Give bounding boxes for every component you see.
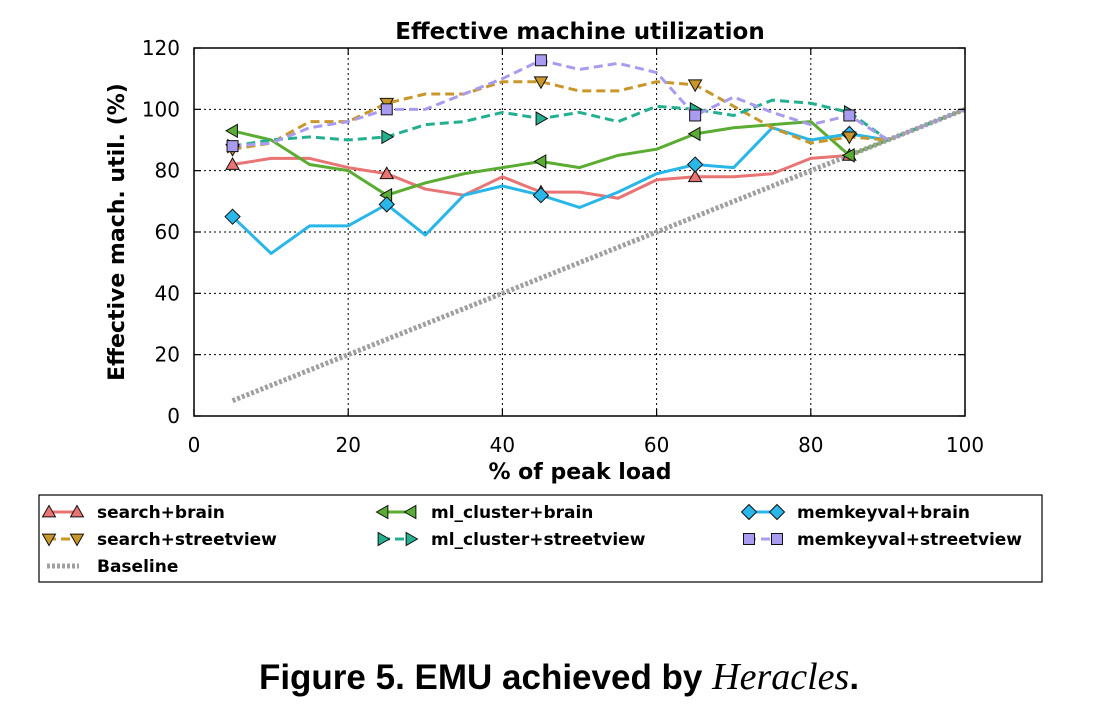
data-point-marker — [533, 76, 549, 90]
emu-line-chart: Effective machine utilization 0 20 40 60 80 1… — [38, 19, 1043, 583]
data-point-marker — [843, 109, 856, 122]
data-point-marker — [686, 156, 704, 173]
x-tick-label: 20 — [335, 433, 360, 457]
y-axis-title: Effective mach. util. (%) — [105, 83, 130, 381]
y-tick-label: 20 — [155, 343, 180, 367]
data-point-marker — [532, 186, 550, 204]
legend-marker — [375, 504, 389, 520]
caption-emphasis: Heracles — [712, 656, 850, 698]
legend-marker — [377, 531, 391, 547]
x-tick-label: 40 — [490, 433, 515, 457]
data-point-marker — [687, 126, 701, 142]
legend-marker — [771, 533, 783, 545]
legend-box — [38, 494, 1043, 583]
legend-item: ml_cluster+brain — [375, 503, 593, 523]
x-tick-label: 100 — [946, 433, 984, 457]
series-line-ml-cluster-streetview — [232, 98, 966, 148]
legend-item: search+streetview — [41, 530, 277, 550]
y-tick-label: 100 — [142, 97, 180, 121]
y-tick-label: 0 — [167, 404, 180, 428]
x-axis-title: % of peak load — [488, 460, 671, 485]
y-tick-label: 60 — [155, 220, 180, 244]
data-point-marker — [380, 103, 393, 116]
data-point-marker — [226, 140, 239, 153]
legend-item: memkeyval+streetview — [743, 530, 1022, 550]
legend-marker — [69, 533, 85, 547]
legend: search+brain ml_cluster+brain memkeyval+br… — [38, 494, 1043, 583]
legend-label: search+brain — [97, 503, 225, 523]
data-point-marker — [225, 157, 240, 170]
axis-ticks: 0 20 40 60 80 100 0 20 40 60 80 100 120 — [142, 36, 984, 457]
legend-label: ml_cluster+brain — [431, 503, 593, 523]
figure-caption: Figure 5. EMU achieved by Heracles. — [0, 655, 1118, 699]
legend-label: ml_cluster+streetview — [431, 530, 646, 550]
data-point-marker — [841, 131, 857, 145]
grid-lines — [194, 48, 965, 416]
legend-label: search+streetview — [97, 530, 277, 550]
series-markers — [224, 54, 858, 225]
legend-label: Baseline — [97, 557, 178, 577]
data-point-marker — [379, 166, 395, 180]
x-tick-label: 60 — [644, 433, 669, 457]
data-point-marker — [224, 208, 241, 225]
data-point-marker — [535, 111, 549, 126]
legend-marker — [405, 531, 419, 547]
series-line-ml-cluster-brain — [232, 107, 966, 197]
legend-marker — [41, 533, 57, 547]
chart-title: Effective machine utilization — [395, 19, 764, 45]
data-point-marker — [534, 54, 547, 67]
legend-item: search+brain — [41, 503, 225, 523]
data-point-marker — [687, 169, 703, 183]
series-line-memkeyval-streetview — [232, 58, 966, 148]
y-tick-label: 80 — [155, 159, 180, 183]
legend-item: Baseline — [47, 557, 178, 577]
legend-marker — [41, 504, 57, 518]
data-point-marker — [378, 196, 395, 213]
x-tick-label: 80 — [798, 433, 823, 457]
legend-label: memkeyval+brain — [797, 503, 970, 523]
data-point-marker — [841, 147, 855, 163]
y-tick-label: 40 — [155, 281, 180, 305]
data-point-marker — [533, 154, 547, 169]
legend-marker — [768, 503, 786, 521]
legend-marker — [740, 503, 758, 521]
legend-item: ml_cluster+streetview — [377, 530, 646, 550]
legend-marker — [69, 504, 85, 518]
data-point-marker — [381, 129, 395, 145]
caption-prefix: Figure 5. EMU achieved by — [258, 658, 713, 697]
x-tick-label: 0 — [188, 433, 201, 457]
legend-marker — [743, 533, 755, 545]
data-point-marker — [689, 109, 702, 122]
series-line-baseline — [231, 107, 966, 403]
legend-label: memkeyval+streetview — [797, 530, 1022, 550]
data-point-marker — [687, 79, 703, 93]
legend-marker — [403, 504, 417, 520]
legend-item: memkeyval+brain — [740, 503, 970, 523]
data-point-marker — [225, 123, 238, 139]
caption-suffix: . — [849, 658, 860, 697]
y-tick-label: 120 — [142, 36, 180, 60]
